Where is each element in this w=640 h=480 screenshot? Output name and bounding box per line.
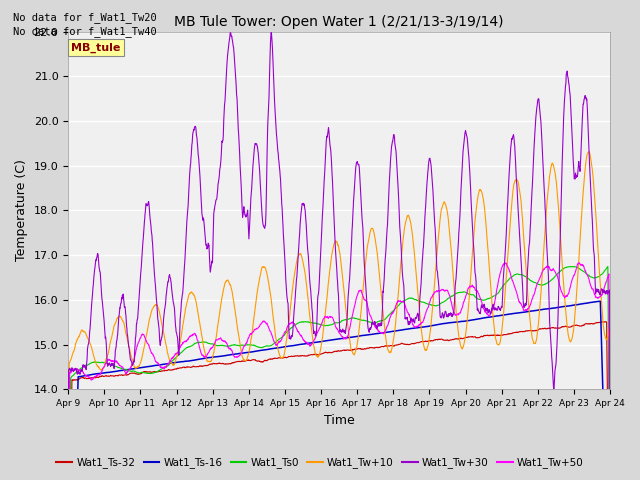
Text: MB_tule: MB_tule bbox=[71, 42, 120, 52]
Title: MB Tule Tower: Open Water 1 (2/21/13-3/19/14): MB Tule Tower: Open Water 1 (2/21/13-3/1… bbox=[174, 15, 504, 29]
Legend: Wat1_Ts-32, Wat1_Ts-16, Wat1_Ts0, Wat1_Tw+10, Wat1_Tw+30, Wat1_Tw+50: Wat1_Ts-32, Wat1_Ts-16, Wat1_Ts0, Wat1_T… bbox=[52, 453, 588, 472]
Y-axis label: Temperature (C): Temperature (C) bbox=[15, 159, 28, 262]
X-axis label: Time: Time bbox=[324, 414, 355, 427]
Text: No data for f_Wat1_Tw40: No data for f_Wat1_Tw40 bbox=[13, 26, 157, 37]
Text: No data for f_Wat1_Tw20: No data for f_Wat1_Tw20 bbox=[13, 12, 157, 23]
